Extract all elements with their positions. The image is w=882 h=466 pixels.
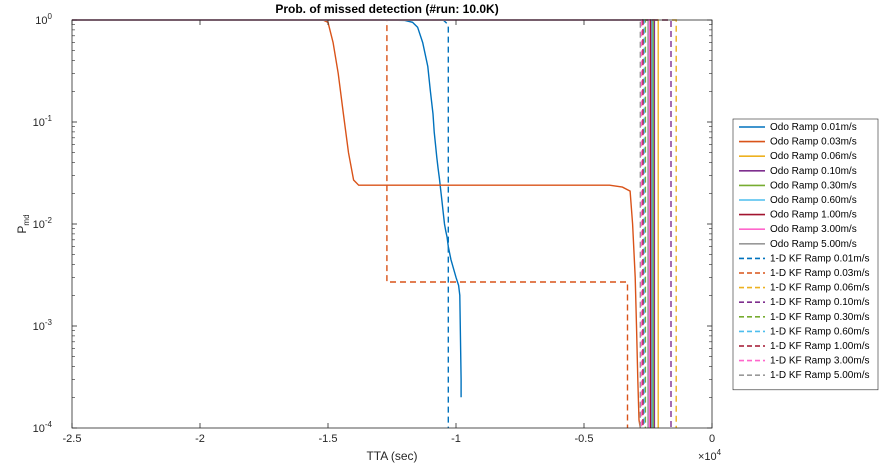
- legend-entry-1: Odo Ramp 0.03m/s: [770, 137, 857, 148]
- y-tick-exp-3: -1: [45, 114, 53, 123]
- x-axis-ticks: -2.5 -2 -1.5 -1 -0.5 0: [63, 20, 715, 445]
- legend-entry-13: 1-D KF Ramp 0.30m/s: [770, 312, 869, 323]
- y-tick-base-4: 10: [35, 15, 47, 27]
- legend-entry-9: 1-D KF Ramp 0.01m/s: [770, 253, 869, 264]
- series-line-16: [72, 19, 643, 428]
- legend-entry-12: 1-D KF Ramp 0.10m/s: [770, 297, 869, 308]
- legend-entry-6: Odo Ramp 1.00m/s: [770, 210, 857, 221]
- legend-entry-7: Odo Ramp 3.00m/s: [770, 224, 857, 235]
- series-line-17: [72, 19, 641, 428]
- y-tick-exp-1: -3: [45, 318, 53, 327]
- series-line-1: [72, 19, 641, 429]
- chart-title: Prob. of missed detection (#run: 10.0K): [275, 2, 498, 16]
- legend-entry-11: 1-D KF Ramp 0.06m/s: [770, 283, 869, 294]
- series-line-12: [72, 19, 672, 428]
- x-axis-label: TTA (sec): [366, 449, 417, 463]
- legend-entry-14: 1-D KF Ramp 0.60m/s: [770, 326, 869, 337]
- series-line-0: [72, 19, 462, 398]
- legend-entry-8: Odo Ramp 5.00m/s: [770, 239, 857, 250]
- x-multiplier-exponent: 4: [717, 448, 722, 457]
- x-axis-multiplier: ×104: [698, 448, 722, 463]
- legend-entry-17: 1-D KF Ramp 5.00m/s: [770, 370, 869, 381]
- x-tick-label-2: -1.5: [319, 433, 338, 445]
- y-axis-label: Pmd: [15, 214, 31, 233]
- y-tick-label-0: 10-4: [33, 420, 53, 435]
- plot-background: [72, 20, 712, 428]
- x-tick-label-0: -2.5: [63, 433, 82, 445]
- legend-entry-15: 1-D KF Ramp 1.00m/s: [770, 341, 869, 352]
- y-tick-label-3: 10-1: [33, 114, 53, 129]
- y-tick-label-1: 10-3: [33, 318, 53, 333]
- y-tick-label-4: 100: [35, 12, 52, 27]
- y-tick-exp-0: -4: [45, 420, 53, 429]
- legend-entry-5: Odo Ramp 0.60m/s: [770, 195, 857, 206]
- x-tick-label-4: -0.5: [575, 433, 594, 445]
- y-tick-exp-4: 0: [48, 12, 53, 21]
- legend-entry-16: 1-D KF Ramp 3.00m/s: [770, 356, 869, 367]
- legend-entry-3: Odo Ramp 0.10m/s: [770, 166, 857, 177]
- x-tick-label-3: -1: [451, 433, 461, 445]
- y-tick-exp-2: -2: [45, 216, 53, 225]
- y-tick-label-2: 10-2: [33, 216, 53, 231]
- legend: Odo Ramp 0.01m/s Odo Ramp 0.03m/s Odo Ramp…: [732, 118, 879, 391]
- legend-box: [732, 118, 879, 391]
- legend-entry-2: Odo Ramp 0.06m/s: [770, 151, 857, 162]
- x-tick-label-5: 0: [709, 433, 715, 445]
- y-label-subscript: md: [22, 214, 31, 225]
- y-tick-base-0: 10: [33, 423, 45, 435]
- y-label-main: P: [15, 226, 29, 234]
- y-tick-base-3: 10: [33, 117, 45, 129]
- x-tick-label-1: -2: [195, 433, 205, 445]
- y-tick-base-2: 10: [33, 219, 45, 231]
- legend-entry-0: Odo Ramp 0.01m/s: [770, 122, 857, 133]
- legend-entry-10: 1-D KF Ramp 0.03m/s: [770, 268, 869, 279]
- y-tick-base-1: 10: [33, 321, 45, 333]
- legend-entry-4: Odo Ramp 0.30m/s: [770, 180, 857, 191]
- x-multiplier-base: ×10: [698, 451, 717, 463]
